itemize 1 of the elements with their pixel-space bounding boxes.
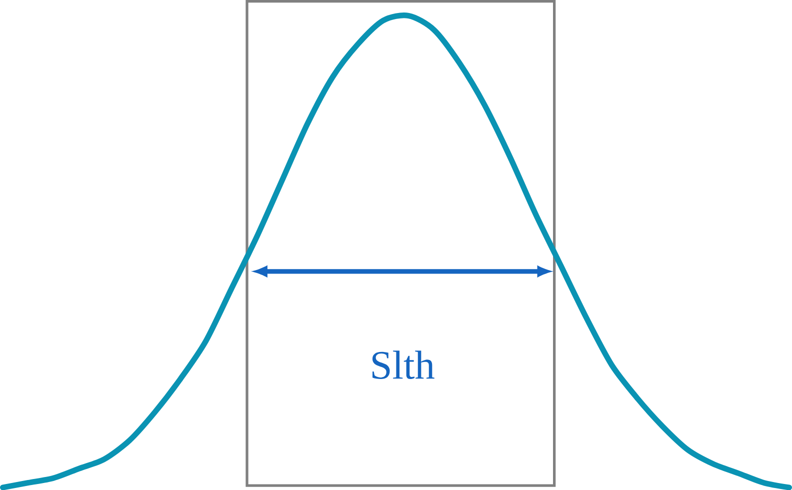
annotation: Slth	[372, 350, 434, 379]
